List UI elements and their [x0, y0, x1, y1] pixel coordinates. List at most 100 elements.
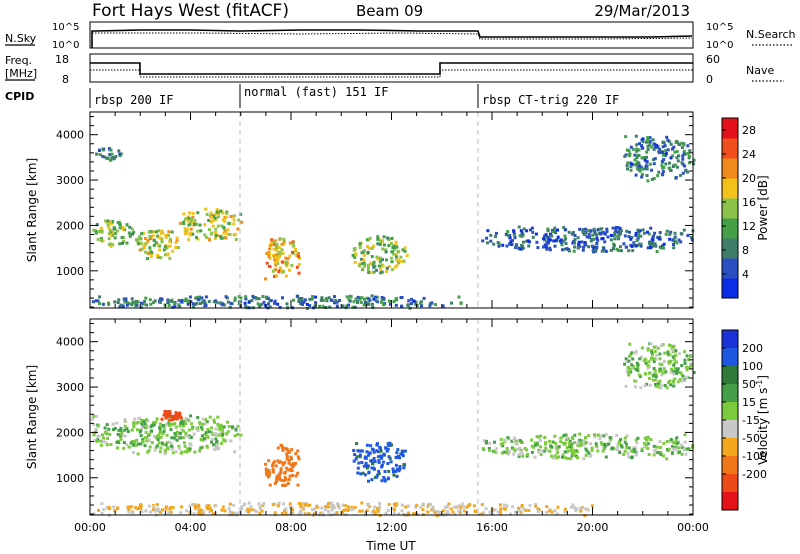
- data-cell: [581, 248, 585, 252]
- data-cell: [673, 377, 677, 381]
- data-cell: [611, 446, 615, 450]
- data-cell: [472, 504, 476, 508]
- data-cell: [382, 243, 386, 247]
- data-cell: [301, 302, 304, 306]
- data-cell: [272, 240, 276, 244]
- data-cell: [486, 241, 489, 245]
- data-cell: [168, 244, 172, 248]
- data-cell: [199, 229, 203, 233]
- data-cell: [367, 470, 371, 474]
- data-cell: [664, 162, 668, 166]
- data-cell: [634, 446, 638, 450]
- data-cell: [627, 455, 631, 459]
- data-cell: [195, 302, 199, 305]
- data-cell: [212, 215, 215, 219]
- data-cell: [572, 453, 576, 457]
- data-cell: [187, 223, 191, 227]
- data-cell: [656, 174, 660, 178]
- data-cell: [385, 258, 388, 262]
- data-cell: [321, 298, 325, 302]
- data-cell: [600, 237, 604, 241]
- data-cell: [367, 271, 371, 274]
- data-cell: [674, 442, 678, 445]
- data-cell: [244, 304, 248, 308]
- data-cell: [232, 214, 236, 218]
- data-cell: [285, 466, 289, 470]
- data-cell: [264, 462, 268, 466]
- data-cell: [387, 444, 391, 448]
- data-cell: [555, 456, 559, 460]
- data-cell: [204, 304, 208, 307]
- data-cell: [166, 446, 169, 450]
- data-cell: [191, 305, 195, 309]
- data-cell: [152, 435, 156, 438]
- data-cell: [583, 231, 587, 235]
- data-cell: [204, 418, 207, 422]
- data-cell: [161, 508, 164, 512]
- data-cell: [121, 241, 125, 245]
- y-tick-label: 3000: [56, 381, 84, 394]
- data-cell: [135, 438, 139, 442]
- data-cell: [646, 246, 650, 250]
- data-cell: [163, 452, 167, 456]
- data-cell: [299, 505, 303, 509]
- data-cell: [662, 242, 666, 246]
- data-cell: [521, 454, 525, 458]
- colorbar-tick-label: -200: [742, 468, 767, 481]
- data-cell: [405, 254, 409, 258]
- data-cell: [200, 426, 204, 430]
- data-cell: [517, 453, 521, 457]
- data-cell: [118, 242, 122, 246]
- data-cell: [283, 476, 287, 480]
- data-cell: [242, 503, 246, 507]
- data-cell: [356, 466, 360, 470]
- data-cell: [134, 443, 138, 447]
- data-cell: [563, 441, 567, 445]
- data-cell: [299, 502, 303, 506]
- data-cell: [577, 240, 581, 244]
- data-cell: [520, 504, 524, 507]
- data-cell: [662, 442, 666, 445]
- data-cell: [346, 505, 350, 509]
- data-cell: [119, 426, 123, 430]
- data-cell: [307, 512, 311, 516]
- data-cell: [177, 303, 181, 307]
- data-cell: [518, 234, 522, 238]
- data-cell: [654, 373, 658, 377]
- data-cell: [500, 451, 504, 455]
- data-cell: [336, 502, 340, 506]
- data-cell: [118, 226, 122, 230]
- colorbar-segment: [722, 384, 738, 403]
- data-cell: [569, 448, 573, 452]
- data-cell: [377, 461, 381, 465]
- data-cell: [571, 232, 575, 236]
- data-cell: [402, 466, 406, 470]
- data-cell: [131, 300, 135, 304]
- data-cell: [260, 302, 264, 306]
- data-cell: [164, 416, 168, 420]
- data-cell: [162, 413, 166, 417]
- data-cell: [363, 249, 367, 253]
- data-cell: [430, 508, 434, 512]
- data-cell: [501, 444, 505, 448]
- data-cell: [201, 422, 205, 426]
- data-cell: [258, 511, 262, 515]
- data-cell: [223, 509, 227, 513]
- data-cell: [291, 512, 295, 516]
- data-cell: [382, 296, 386, 300]
- data-cell: [664, 153, 667, 157]
- data-cell: [192, 512, 196, 516]
- data-cell: [613, 237, 617, 241]
- data-cell: [168, 410, 172, 414]
- data-cell: [633, 450, 637, 454]
- x-tick-label: 04:00: [175, 521, 207, 534]
- data-cell: [313, 304, 317, 308]
- data-cell: [455, 506, 459, 510]
- data-cell: [672, 357, 676, 361]
- data-cell: [576, 456, 579, 460]
- data-cell: [491, 508, 495, 512]
- data-cell: [363, 264, 367, 268]
- data-cell: [201, 300, 205, 304]
